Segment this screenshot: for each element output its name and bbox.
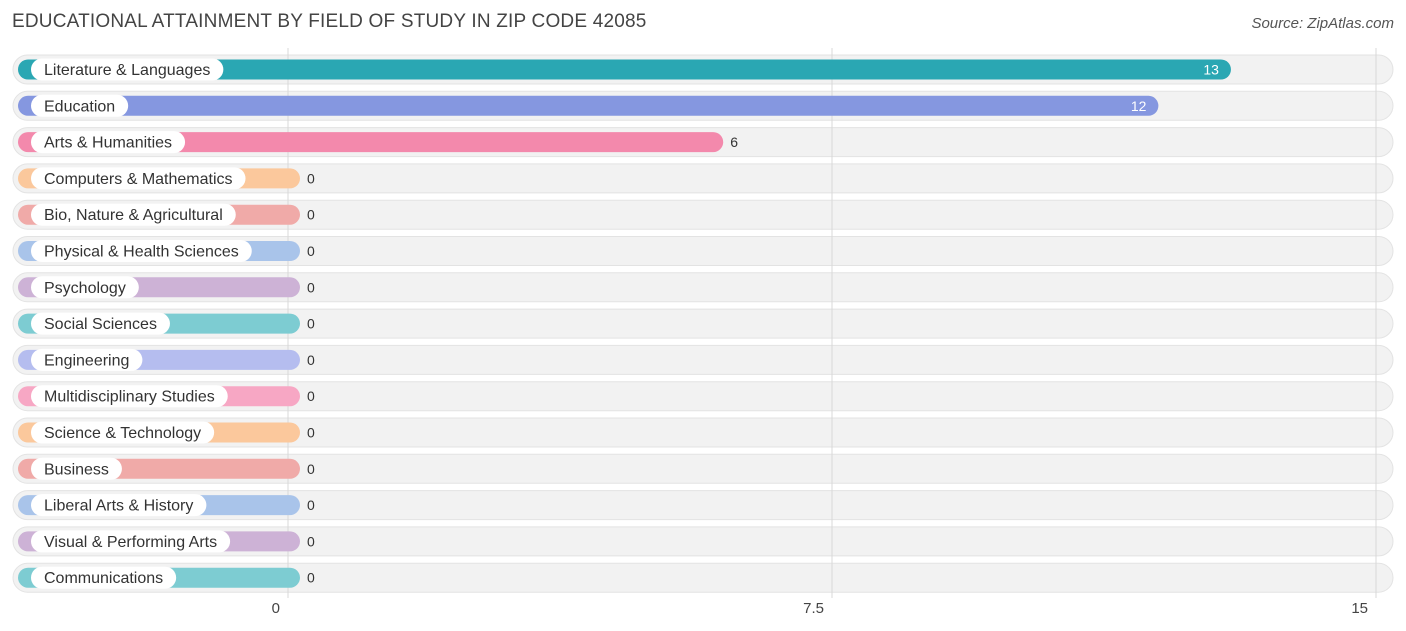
row-background (12, 490, 1394, 521)
value-label: 0 (307, 352, 315, 368)
row-background (12, 562, 1394, 593)
category-label: Liberal Arts & History (44, 498, 193, 515)
row-background (12, 344, 1394, 375)
category-label-pill (31, 421, 215, 444)
row-background (12, 526, 1394, 557)
category-label-pill (31, 203, 236, 226)
row-background (12, 308, 1394, 339)
value-label: 0 (307, 497, 315, 513)
value-label: 0 (307, 570, 315, 586)
value-label: 0 (307, 243, 315, 259)
category-label-pill (31, 457, 122, 480)
value-label: 12 (1131, 98, 1147, 114)
category-label: Bio, Nature & Agricultural (44, 207, 223, 224)
category-label: Multidisciplinary Studies (44, 389, 215, 406)
value-label: 6 (730, 134, 738, 150)
value-label: 0 (307, 388, 315, 404)
value-label: 13 (1203, 62, 1219, 78)
row-background (12, 417, 1394, 448)
category-label: Arts & Humanities (44, 135, 172, 152)
category-label: Business (44, 461, 109, 478)
category-label-pill (31, 94, 129, 117)
bar (18, 59, 1231, 80)
category-label: Literature & Languages (44, 62, 210, 79)
category-label-pill (31, 58, 224, 81)
category-label-pill (31, 131, 186, 154)
x-tick-label: 7.5 (803, 600, 824, 617)
row-background (12, 381, 1394, 412)
category-label: Education (44, 98, 115, 115)
value-label: 0 (307, 533, 315, 549)
category-label-pill (31, 276, 139, 299)
row-background (12, 453, 1394, 484)
bar (18, 132, 724, 153)
value-label: 0 (307, 461, 315, 477)
category-label-pill (31, 530, 231, 553)
value-label: 0 (307, 279, 315, 295)
value-label: 0 (307, 170, 315, 186)
category-label-pill (31, 312, 170, 335)
category-label: Visual & Performing Arts (44, 534, 217, 551)
row-background (12, 199, 1394, 230)
category-label-pill (31, 385, 228, 408)
category-label: Physical & Health Sciences (44, 244, 239, 261)
category-label: Computers & Mathematics (44, 171, 233, 188)
source-note: Source: ZipAtlas.com (1251, 15, 1394, 32)
row-background (12, 236, 1394, 266)
value-label: 0 (307, 207, 315, 223)
category-label-pill (31, 240, 252, 262)
row-background (12, 272, 1394, 303)
row-background (12, 163, 1394, 194)
value-label: 0 (307, 316, 315, 332)
bar (18, 95, 1159, 116)
category-label-pill (31, 348, 143, 371)
category-label: Communications (44, 570, 163, 587)
category-label: Psychology (44, 280, 126, 297)
chart-title: EDUCATIONAL ATTAINMENT BY FIELD OF STUDY… (12, 11, 647, 32)
category-label-pill (31, 566, 177, 589)
x-tick-label: 0 (272, 600, 280, 617)
category-label-pill (31, 167, 246, 190)
x-tick-label: 15 (1351, 600, 1368, 617)
category-label: Social Sciences (44, 316, 157, 333)
category-label: Science & Technology (44, 425, 201, 442)
category-label: Engineering (44, 352, 129, 369)
category-label-pill (31, 494, 207, 517)
value-label: 0 (307, 425, 315, 441)
